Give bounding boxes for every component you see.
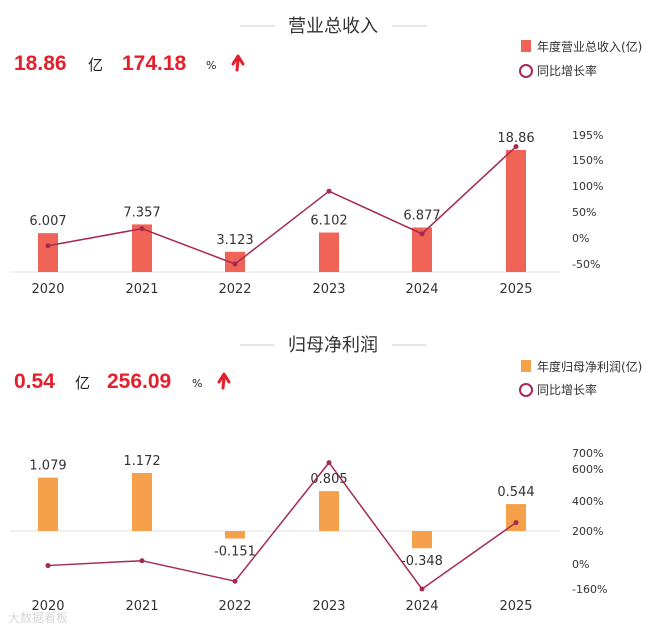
data-label: 7.357 — [123, 205, 160, 220]
chart1-plot: 6.007 7.357 3.123 6.102 6.877 18.86 195% 150% 10… — [10, 129, 603, 297]
chart1-headline-growth-unit: % — [206, 59, 216, 72]
x-tick-label: 2022 — [218, 599, 251, 614]
growth-point — [513, 144, 519, 150]
chart1-legend-bar: 年度营业总收入(亿) — [537, 39, 642, 54]
growth-line — [47, 461, 517, 591]
bar — [225, 531, 245, 539]
data-label: 0.544 — [497, 485, 534, 500]
growth-point — [232, 578, 238, 584]
bar — [506, 504, 526, 531]
data-label: -0.151 — [214, 544, 256, 559]
x-tick-label: 2023 — [312, 282, 345, 297]
y2-tick-label: 700% — [572, 447, 603, 460]
chart1-headline-unit: 亿 — [88, 56, 103, 74]
chart2-headline-growth: 256.09 — [107, 370, 171, 393]
data-label: 3.123 — [216, 233, 253, 248]
data-label: 6.102 — [310, 214, 347, 229]
y2-tick-label: -160% — [572, 583, 607, 596]
x-tick-label: 2021 — [125, 282, 158, 297]
growth-point — [419, 231, 425, 237]
bar — [412, 227, 432, 272]
legend-bar-swatch — [521, 40, 531, 52]
data-label: 18.86 — [497, 131, 534, 146]
bar — [319, 491, 339, 531]
y2-tick-label: 400% — [572, 495, 603, 508]
growth-point — [326, 460, 332, 466]
watermark: 大数据看板 — [8, 610, 68, 625]
y2-tick-label: -50% — [572, 258, 600, 271]
growth-point — [419, 586, 425, 592]
y2-tick-label: 0% — [572, 558, 589, 571]
x-tick-label: 2023 — [312, 599, 345, 614]
x-tick-label: 2020 — [31, 282, 64, 297]
chart1-headline-value: 18.86 — [14, 52, 67, 75]
bar — [506, 150, 526, 272]
bar — [319, 232, 339, 272]
x-tick-label: 2025 — [499, 282, 532, 297]
data-label: 6.877 — [403, 209, 440, 224]
chart2-plot: 1.079 1.172-0.1510.805-0.3480.544700%600%… — [10, 447, 607, 614]
x-tick-label: 2022 — [218, 282, 251, 297]
arrow-up-icon — [217, 372, 231, 390]
bar — [38, 477, 58, 531]
chart2-headline-value: 0.54 — [14, 370, 55, 393]
bar — [38, 233, 58, 272]
growth-point — [139, 226, 145, 232]
growth-point — [232, 261, 238, 267]
y2-tick-label: 600% — [572, 463, 603, 476]
chart2-headline-unit: 亿 — [75, 374, 90, 392]
data-label: 6.007 — [29, 214, 66, 229]
arrow-up-icon — [231, 54, 245, 72]
y2-tick-label: 195% — [572, 129, 603, 142]
bar — [412, 531, 432, 549]
y2-tick-label: 100% — [572, 180, 603, 193]
x-tick-label: 2025 — [499, 599, 532, 614]
bar — [132, 224, 152, 272]
chart1-title: 营业总收入 — [288, 16, 378, 37]
growth-point — [326, 188, 332, 194]
y2-tick-label: 50% — [572, 206, 596, 219]
data-label: -0.348 — [401, 554, 443, 569]
legend-line-swatch — [519, 383, 533, 397]
chart2-headline-growth-unit: % — [192, 377, 202, 390]
chart2-title: 归母净利润 — [288, 335, 378, 356]
y2-tick-label: 200% — [572, 525, 603, 538]
y2-tick-label: 150% — [572, 154, 603, 167]
chart2-legend-bar: 年度归母净利润(亿) — [537, 359, 642, 374]
y2-tick-label: 0% — [572, 232, 589, 245]
bar — [132, 473, 152, 531]
x-tick-label: 2020 — [31, 599, 64, 614]
growth-point — [139, 558, 145, 564]
growth-point — [513, 520, 519, 526]
growth-line — [47, 146, 517, 265]
growth-point — [45, 563, 51, 569]
x-tick-label: 2024 — [405, 282, 438, 297]
x-tick-label: 2024 — [405, 599, 438, 614]
data-label: 1.172 — [123, 454, 160, 469]
chart1-legend-line: 同比增长率 — [537, 63, 597, 78]
chart1-headline-growth: 174.18 — [122, 52, 187, 75]
legend-line-swatch — [519, 64, 533, 78]
growth-point — [45, 243, 51, 249]
data-label: 1.079 — [29, 459, 66, 474]
chart2-legend-line: 同比增长率 — [537, 382, 597, 397]
legend-bar-swatch — [521, 360, 531, 372]
x-tick-label: 2021 — [125, 599, 158, 614]
